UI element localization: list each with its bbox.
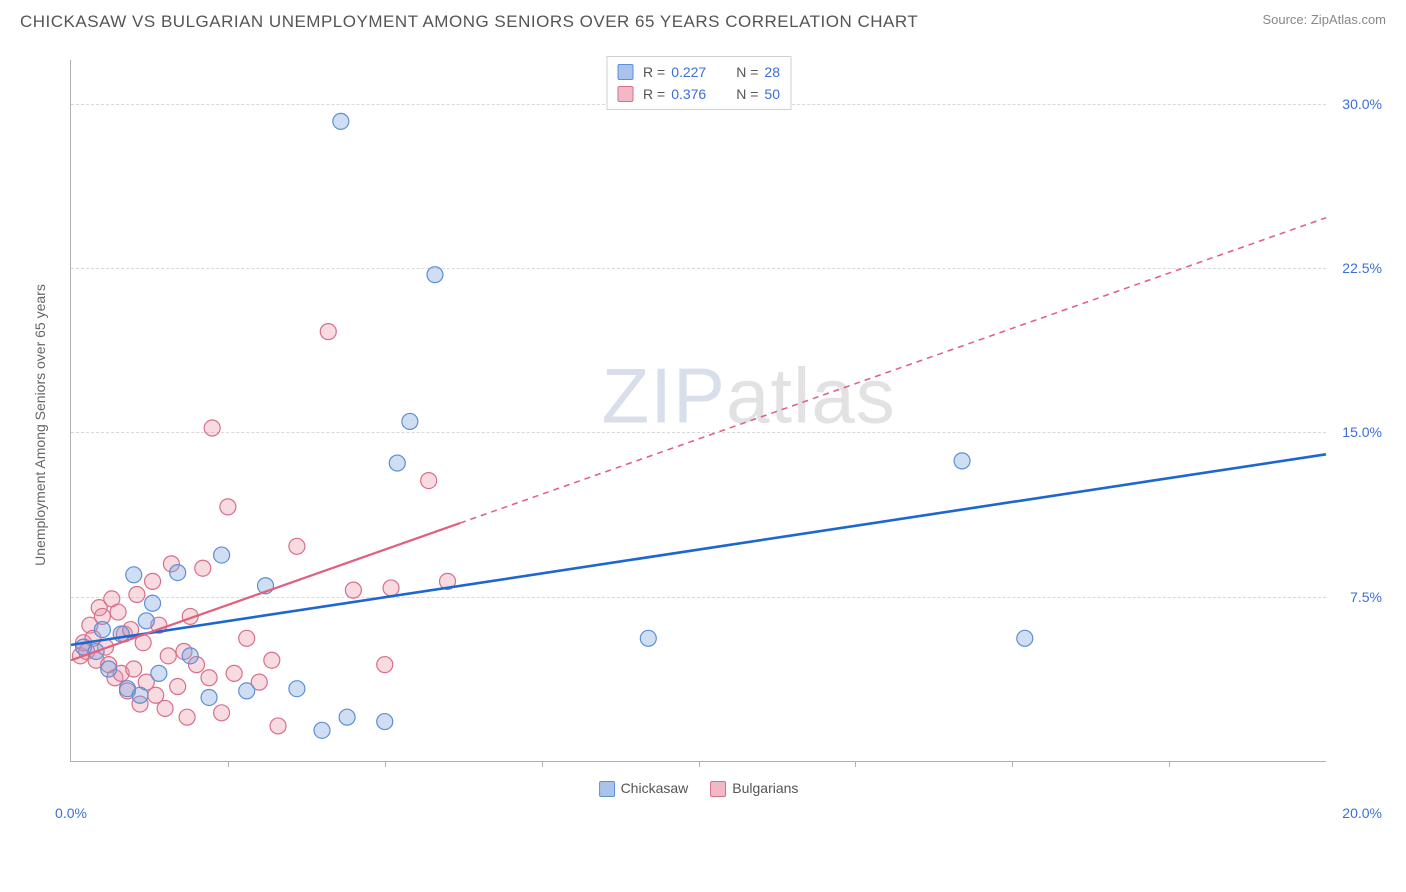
data-point	[214, 705, 230, 721]
legend-entry-1: Bulgarians	[710, 780, 798, 797]
data-point	[170, 565, 186, 581]
n-value-1: 50	[764, 83, 780, 105]
data-point	[314, 722, 330, 738]
data-point	[138, 613, 154, 629]
x-tick	[542, 761, 543, 767]
data-point	[377, 657, 393, 673]
data-point	[157, 700, 173, 716]
data-point	[289, 538, 305, 554]
data-point	[239, 683, 255, 699]
r-label: R =	[643, 83, 665, 105]
data-point	[1017, 630, 1033, 646]
n-value-0: 28	[764, 61, 780, 83]
legend-row-series-0: R = 0.227 N = 28	[617, 61, 780, 83]
data-point	[289, 681, 305, 697]
data-point	[377, 714, 393, 730]
data-point	[333, 113, 349, 129]
legend-label-1: Bulgarians	[732, 780, 798, 796]
trend-line	[71, 454, 1326, 645]
data-point	[264, 652, 280, 668]
series-legend: Chickasaw Bulgarians	[599, 780, 799, 797]
data-point	[94, 622, 110, 638]
data-point	[151, 665, 167, 681]
data-point	[110, 604, 126, 620]
n-label: N =	[736, 83, 758, 105]
x-axis-min-label: 0.0%	[55, 805, 87, 821]
data-point	[421, 473, 437, 489]
data-point	[160, 648, 176, 664]
data-point	[182, 648, 198, 664]
legend-label-0: Chickasaw	[621, 780, 689, 796]
data-point	[132, 687, 148, 703]
data-point	[101, 661, 117, 677]
data-point	[145, 595, 161, 611]
data-point	[320, 324, 336, 340]
y-axis-label: Unemployment Among Seniors over 65 years	[32, 284, 48, 566]
legend-swatch-1	[617, 86, 633, 102]
scatter-svg	[71, 60, 1326, 761]
legend-entry-0: Chickasaw	[599, 780, 689, 797]
data-point	[204, 420, 220, 436]
x-tick	[699, 761, 700, 767]
y-tick-label: 7.5%	[1350, 589, 1382, 605]
data-point	[640, 630, 656, 646]
plot-area: ZIPatlas R = 0.227 N = 28 R = 0.376 N = …	[70, 60, 1326, 762]
x-tick	[1169, 761, 1170, 767]
legend-swatch-0	[617, 64, 633, 80]
data-point	[427, 267, 443, 283]
data-point	[239, 630, 255, 646]
data-point	[270, 718, 286, 734]
data-point	[126, 567, 142, 583]
source-attribution: Source: ZipAtlas.com	[1262, 12, 1386, 27]
data-point	[389, 455, 405, 471]
x-tick	[1012, 761, 1013, 767]
data-point	[339, 709, 355, 725]
data-point	[129, 587, 145, 603]
r-value-1: 0.376	[671, 83, 706, 105]
data-point	[954, 453, 970, 469]
n-label: N =	[736, 61, 758, 83]
data-point	[201, 689, 217, 705]
data-point	[383, 580, 399, 596]
legend-swatch-icon	[599, 781, 615, 797]
x-tick	[228, 761, 229, 767]
legend-row-series-1: R = 0.376 N = 50	[617, 83, 780, 105]
data-point	[214, 547, 230, 563]
chart-header: CHICKASAW VS BULGARIAN UNEMPLOYMENT AMON…	[0, 0, 1406, 40]
chart-container: Unemployment Among Seniors over 65 years…	[48, 48, 1386, 802]
y-tick-label: 15.0%	[1342, 424, 1382, 440]
data-point	[201, 670, 217, 686]
r-value-0: 0.227	[671, 61, 706, 83]
data-point	[220, 499, 236, 515]
data-point	[402, 413, 418, 429]
data-point	[195, 560, 211, 576]
data-point	[126, 661, 142, 677]
chart-title: CHICKASAW VS BULGARIAN UNEMPLOYMENT AMON…	[20, 12, 918, 32]
data-point	[345, 582, 361, 598]
x-tick	[385, 761, 386, 767]
data-point	[170, 679, 186, 695]
legend-swatch-icon	[710, 781, 726, 797]
trend-line-extrapolated	[460, 218, 1326, 523]
r-label: R =	[643, 61, 665, 83]
x-axis-max-label: 20.0%	[1342, 805, 1382, 821]
y-tick-label: 30.0%	[1342, 96, 1382, 112]
data-point	[179, 709, 195, 725]
correlation-legend: R = 0.227 N = 28 R = 0.376 N = 50	[606, 56, 791, 110]
y-tick-label: 22.5%	[1342, 260, 1382, 276]
data-point	[226, 665, 242, 681]
x-tick	[855, 761, 856, 767]
data-point	[145, 573, 161, 589]
